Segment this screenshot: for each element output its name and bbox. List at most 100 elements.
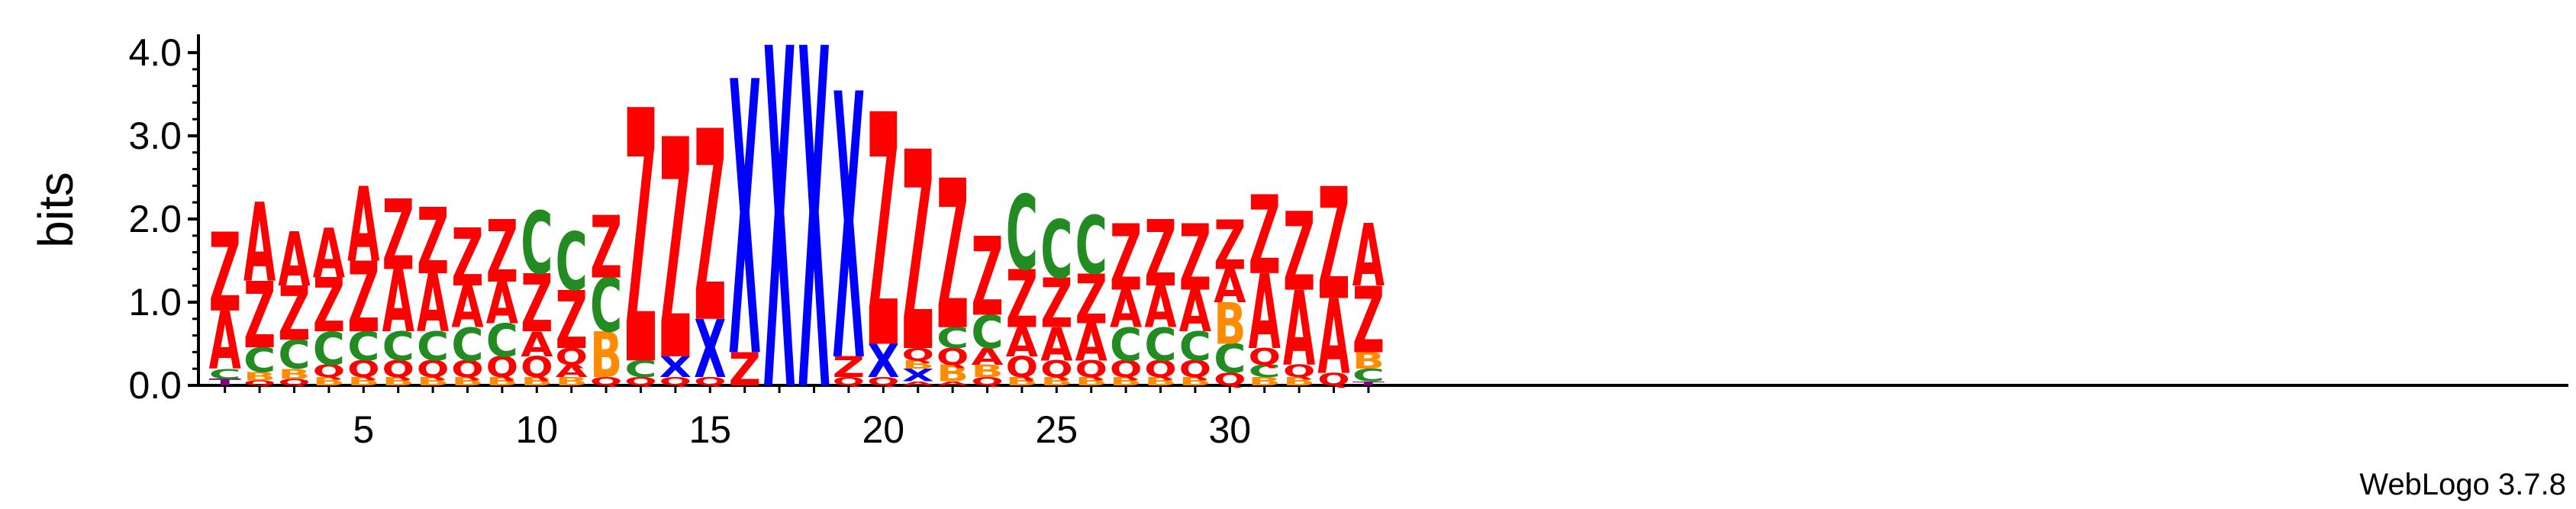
logo-stack-18: X [798,0,830,496]
logo-stack-16: ZX [729,4,761,441]
logo-letter: B [902,358,934,372]
logo-letter: Z [382,179,414,292]
logo-letter: C [1352,366,1385,385]
logo-letter: Q [1214,370,1246,390]
logo-letter: A [556,361,588,381]
logo-letter: B [590,319,622,392]
logo-letter: B [937,361,969,387]
logo-letter: T [209,377,242,388]
logo-letter: Z [556,273,588,366]
logo-letter: A [1352,206,1385,306]
logo-letter: Q [313,362,345,382]
logo-letter: Q [590,375,622,388]
y-tick-group: 0.0 1.0 2.0 3.0 4.0 [128,31,198,407]
logo-letter: Q [556,343,588,370]
logo-stack-13: QCZ [624,38,656,443]
logo-stack-14: QXZ [659,76,692,428]
logo-letter: A [1040,319,1072,372]
weblogo-credit: WebLogo 3.7.8 [2359,468,2566,501]
logo-letter: Z [1249,172,1281,299]
logo-letter: B [1144,375,1176,388]
logo-letter: Q [1144,356,1176,382]
logo-letter: B [1352,348,1385,374]
logo-letter: X [798,0,830,496]
logo-letter: B [382,375,414,388]
logo-letter: B [1110,375,1142,388]
logo-letter: C [451,318,483,371]
x-tick-label: 10 [515,408,558,451]
logo-letter: A [1317,279,1349,398]
logo-letter: C [971,306,1003,359]
logo-letter: B [417,375,449,388]
logo-letter: Z [867,49,899,420]
logo-letter: B [1283,375,1315,388]
logo-letter: C [1144,318,1176,371]
logo-letter: Q [902,345,934,365]
y-tick-label: 1.0 [128,281,182,324]
logo-letter: C [624,356,656,382]
x-tick-label: 30 [1208,408,1251,451]
logo-letter: X [659,352,692,385]
logo-letter: C [1006,175,1038,294]
logo-stack-19: QZX [833,18,865,443]
logo-letter: C [417,324,449,370]
logo-letter: Q [1075,356,1107,382]
logo-letter: Q [659,375,692,388]
logo-letter: X [867,335,899,388]
logo-letter: Q [486,351,518,384]
logo-letter: Z [1075,259,1107,339]
logo-letter: A [971,344,1003,371]
logo-letter: B [313,375,345,388]
logo-letter: Z [1317,155,1349,334]
logo-letter: Z [1144,202,1176,308]
logo-letter: B [243,369,276,383]
logo-letter: Q [451,356,483,382]
logo-letter: C [937,322,969,355]
logo-letter: Q [1283,362,1315,382]
logo-letter: C [556,216,588,308]
logo-stack-33: QAZ [1317,155,1349,398]
logo-letter: A [486,271,519,337]
logo-letter: Q [1317,370,1349,390]
logo-letter: Q [278,377,310,388]
logo-letter: B [347,375,379,388]
logo-letter: A [1144,275,1177,341]
logo-letter: Z [1352,269,1385,375]
logo-stacks: TCAZQBCZAQBCZABQCZABQCZABQCAZBQCAZBQCAZB… [209,0,1385,496]
logo-letter: Q [694,375,726,388]
logo-letter: B [971,361,1003,381]
x-tick-label: 15 [688,408,731,451]
y-tick-label: 2.0 [128,198,182,240]
logo-letter: B [1040,375,1072,388]
logo-letter: B [1075,375,1107,388]
logo-letter: Z [971,214,1003,340]
logo-letter: C [1110,318,1142,371]
logo-letter: Q [937,343,969,370]
logo-letter: A [209,295,242,388]
logo-letter: Q [833,375,865,388]
logo-letter: A [521,325,553,365]
logo-letter: A [937,380,969,387]
logo-letter: C [521,193,553,293]
logo-letter: Z [833,351,865,385]
logo-letter: A [1179,279,1212,346]
logo-letter: B [521,375,553,388]
logo-letter: T [1352,380,1385,387]
logo-letter: Z [1283,189,1315,316]
